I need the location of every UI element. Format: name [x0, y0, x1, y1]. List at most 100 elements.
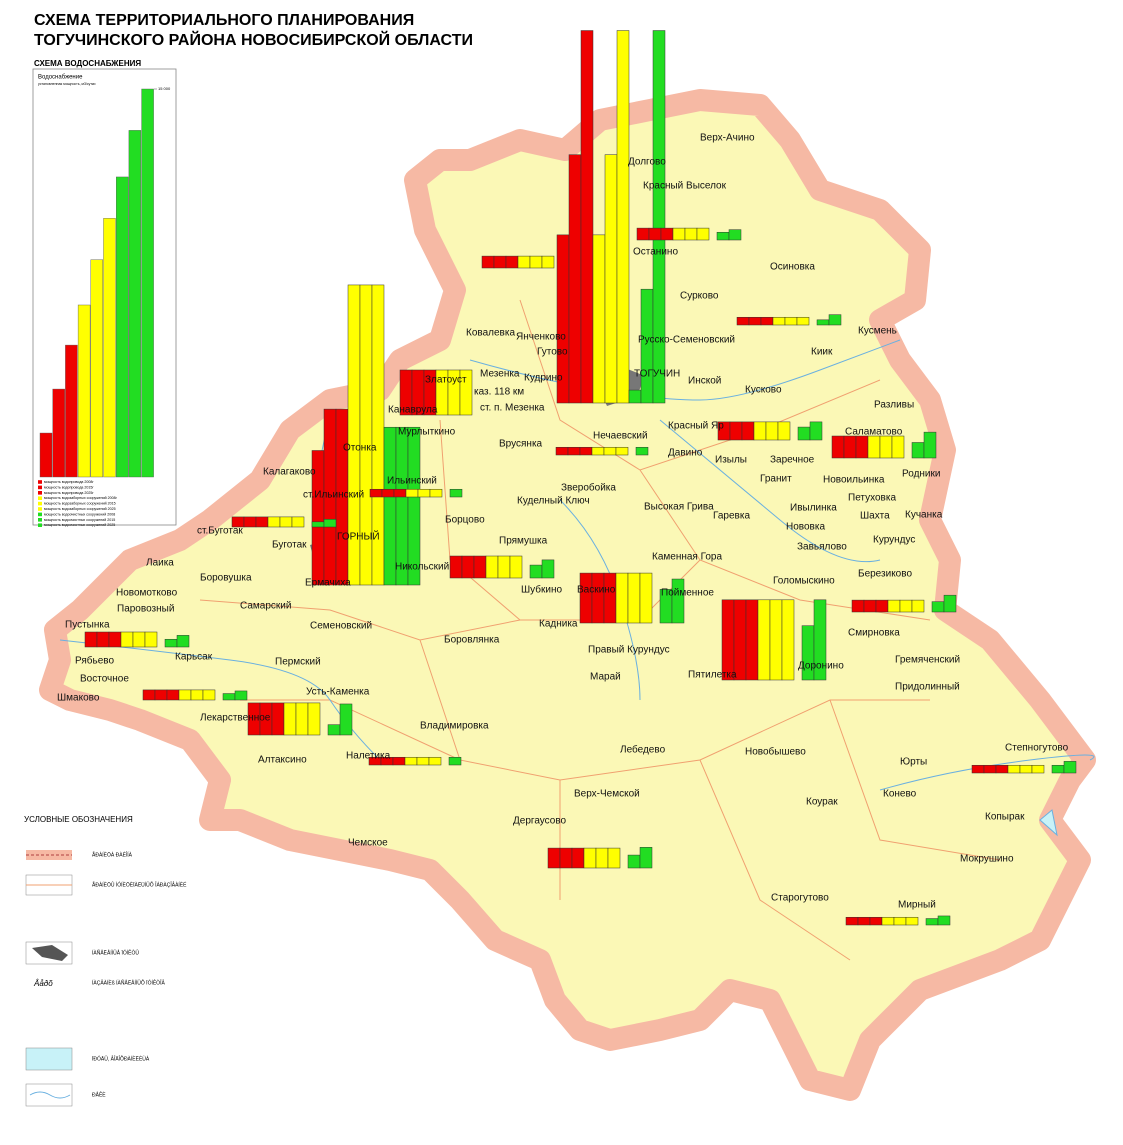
settlement-label: Березиково — [858, 569, 912, 580]
capacity-bar — [1007, 764, 1021, 774]
settlement-label: Кусково — [745, 385, 782, 396]
settlement-label: Инской — [688, 376, 721, 387]
settlement-label: ст.Буготак — [197, 526, 243, 537]
capacity-bar — [777, 421, 791, 441]
capacity-bar — [429, 488, 443, 498]
settlement-label: Мирный — [898, 900, 936, 911]
legend-item: ÃÐÀÍÈÖÛ ÌÓÍÈÖÈÏÀËÜÍÛÕ ÎÁÐÀÇÎÂÀÍÈÉ — [92, 881, 187, 888]
settlement-label: Шахта — [860, 511, 890, 522]
legend-swatch — [38, 491, 42, 495]
settlement-label: Красный Яр — [668, 421, 724, 432]
settlement-label: Боровлянка — [444, 635, 500, 646]
settlements: Верх-Ачино Долгово Красный Выселок Останино… — [57, 133, 1069, 911]
settlement-label: Гранит — [760, 474, 792, 485]
capacity-bar — [243, 516, 257, 528]
settlement-label: Отонка — [343, 443, 377, 454]
settlement-label: Голомыскино — [773, 576, 835, 587]
capacity-bar — [311, 521, 325, 528]
capacity-bar — [120, 631, 134, 648]
capacity-bar — [541, 255, 555, 269]
settlement-label: Борцово — [445, 515, 485, 526]
capacity-bar — [154, 689, 168, 701]
capacity-bar — [857, 916, 871, 926]
capacity-bar — [295, 702, 309, 736]
capacity-bar — [255, 516, 269, 528]
settlement-label: Юрты — [900, 757, 927, 768]
settlement-label: Прямушка — [499, 536, 548, 547]
capacity-bar — [748, 316, 762, 326]
settlement-label: Боровушка — [200, 573, 252, 584]
capacity-bar — [995, 764, 1009, 774]
capacity-bar — [635, 446, 649, 456]
capacity-bar — [267, 516, 281, 528]
settlement-label: Каменная Гора — [652, 552, 722, 563]
capacity-bar — [733, 599, 747, 681]
settlement-label: Куделный Ключ — [517, 496, 590, 507]
capacity-bar — [449, 555, 463, 579]
capacity-bar — [753, 421, 767, 441]
capacity-bar — [381, 488, 395, 498]
legend-item: мощность водоочистных сооружений 2025 — [44, 523, 115, 527]
capacity-bar — [108, 631, 122, 648]
bar — [115, 176, 129, 478]
settlement-label: Янченково — [516, 332, 566, 343]
capacity-bar — [307, 702, 321, 736]
settlement-label: Лаика — [146, 558, 174, 569]
capacity-bar — [547, 847, 561, 869]
capacity-bar — [971, 764, 985, 774]
settlement-label: Смирновка — [848, 628, 900, 639]
capacity-bar — [541, 559, 555, 579]
legend: УСЛОВНЫЕ ОБОЗНАЧЕНИЯ ÃÐÀÍÈÖÀ ÐÀÉÎÍÀ ÃÐÀÍ… — [24, 815, 187, 1107]
settlement-label: Кадника — [539, 619, 578, 630]
capacity-bar — [627, 854, 641, 869]
capacity-bar — [648, 227, 662, 241]
bar — [52, 388, 65, 478]
settlement-label: Семеновский — [310, 621, 372, 632]
legend-title: УСЛОВНЫЕ ОБОЗНАЧЕНИЯ — [24, 815, 133, 824]
capacity-bar — [393, 488, 407, 498]
capacity-bar — [728, 229, 742, 241]
capacity-bar — [178, 689, 192, 701]
settlement-label: Родники — [902, 469, 940, 480]
capacity-bar — [567, 446, 581, 456]
settlement-label: Правый Курундус — [588, 645, 670, 656]
capacity-bar — [202, 689, 216, 701]
capacity-bar — [923, 431, 937, 459]
legend-item: мощность водозаборных сооружений 2008г — [44, 496, 118, 500]
legend-swatch — [25, 1047, 73, 1071]
capacity-bar — [816, 319, 830, 326]
capacity-bar — [428, 756, 442, 766]
settlement-label: Заречное — [770, 455, 815, 466]
capacity-bar — [493, 255, 507, 269]
settlement-label: Коурак — [806, 797, 838, 808]
settlement-label: Русско-Семеновский — [638, 335, 735, 346]
capacity-bar — [813, 599, 827, 681]
settlement-label: Лебедево — [620, 744, 666, 756]
capacity-bar — [887, 599, 901, 613]
capacity-bar — [417, 488, 431, 498]
settlement-label: ст.Ильинский — [303, 490, 364, 501]
settlement-label: Чемское — [348, 838, 388, 849]
capacity-bar — [595, 847, 609, 869]
settlement-label: Доронино — [798, 661, 844, 672]
settlement-label: Киик — [811, 347, 833, 358]
capacity-bar — [736, 316, 750, 326]
district-area — [39, 89, 1096, 1101]
capacity-bar — [327, 724, 341, 736]
capacity-bar — [607, 847, 621, 869]
capacity-bar — [448, 756, 462, 766]
capacity-bar — [568, 154, 582, 404]
legend-swatch — [38, 501, 42, 506]
capacity-bar — [485, 555, 499, 579]
capacity-bar — [891, 435, 905, 459]
capacity-bar — [234, 690, 248, 701]
capacity-bar — [603, 446, 617, 456]
capacity-bar — [559, 847, 573, 869]
settlement-label: Васкино — [577, 585, 616, 596]
capacity-bar — [404, 756, 418, 766]
capacity-bar — [555, 446, 569, 456]
capacity-bar — [660, 227, 674, 241]
capacity-bar — [881, 916, 895, 926]
bar — [128, 130, 142, 478]
settlement-label: Ковалевка — [466, 328, 515, 339]
